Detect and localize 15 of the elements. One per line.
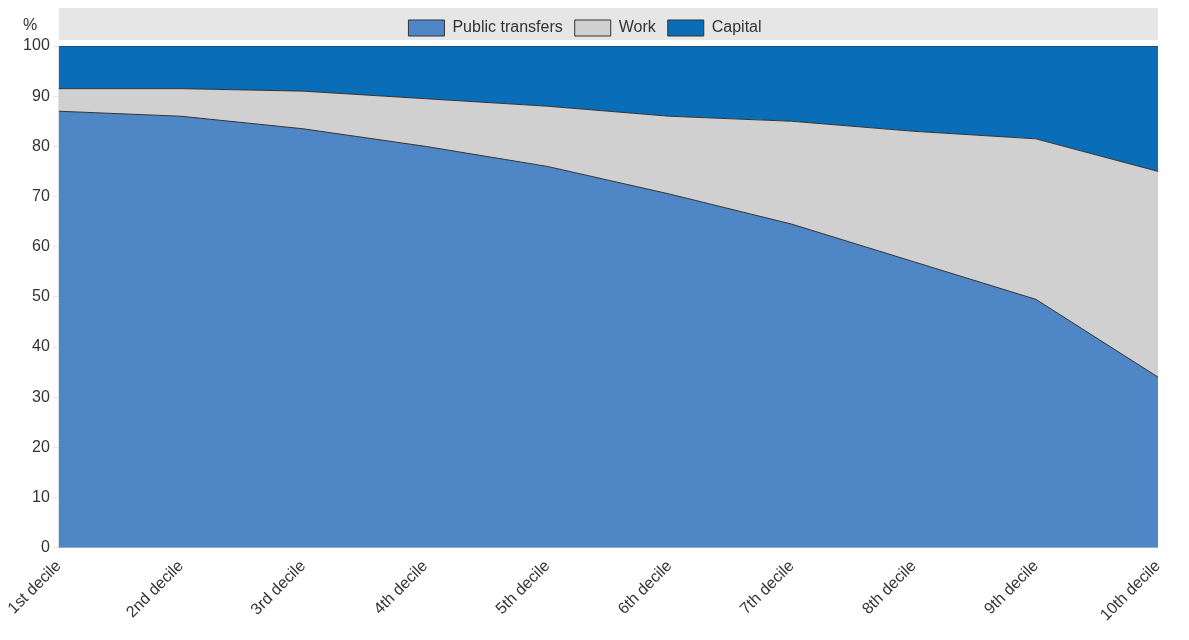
y-tick-label: 60 — [32, 237, 50, 255]
legend-label: Public transfers — [452, 18, 563, 36]
y-axis-title: % — [22, 16, 38, 34]
y-tick-label: 100 — [23, 36, 50, 54]
y-tick-label: 70 — [32, 186, 50, 204]
y-tick-label: 20 — [32, 437, 50, 455]
y-tick-label: 80 — [32, 136, 50, 154]
y-tick-label: 10 — [32, 487, 50, 505]
y-tick-label: 90 — [32, 86, 50, 104]
legend-label: Work — [618, 18, 657, 36]
y-tick-label: 0 — [40, 538, 50, 556]
y-tick-label: 40 — [32, 337, 50, 355]
y-tick-label: 30 — [32, 387, 50, 405]
y-tick-label: 50 — [32, 287, 50, 305]
legend-label: Capital — [711, 18, 762, 36]
